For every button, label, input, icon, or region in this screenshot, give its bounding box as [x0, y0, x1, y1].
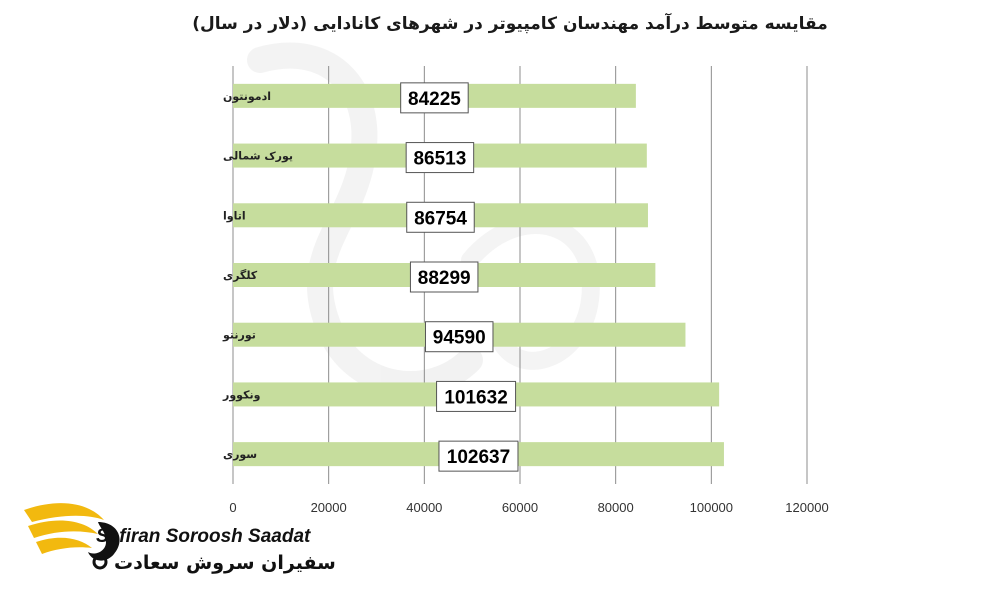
x-tick-label: 20000	[311, 500, 347, 515]
data-label-box	[400, 82, 469, 114]
data-label-box	[405, 142, 475, 174]
x-tick-label: 0	[229, 500, 236, 515]
data-label-text: 102637	[447, 447, 510, 468]
category-label: ادمونتون	[223, 90, 271, 103]
watermark-swirl	[247, 42, 600, 397]
brand-name-persian: سفیران سروش سعادت	[114, 552, 336, 574]
category-label: تورنتو	[222, 329, 256, 342]
x-tick-label: 60000	[502, 500, 538, 515]
category-label: سوری	[223, 448, 257, 461]
data-label: 84225	[400, 82, 469, 114]
data-label-box	[438, 440, 519, 472]
data-label-text: 101632	[444, 387, 507, 408]
data-label-text: 86513	[413, 149, 466, 170]
data-label-text: 84225	[408, 89, 461, 110]
data-label: 86513	[405, 142, 475, 174]
category-label: ونکوور	[222, 388, 261, 401]
category-label: کلگری	[223, 269, 258, 282]
data-label-text: 86754	[414, 208, 467, 229]
data-label-box	[406, 201, 475, 233]
x-tick-label: 40000	[406, 500, 442, 515]
data-label-text: 88299	[418, 268, 471, 289]
category-label: یورک شمالی	[223, 150, 293, 163]
data-label: 101632	[436, 380, 517, 412]
category-labels: ادمونتون یورک شمالی اتاوا کلگری تورنتو ونکوور…	[222, 90, 293, 461]
bird-logo-icon	[24, 503, 120, 570]
x-tick-labels: 0 20000 40000 60000 80000 100000 120000	[229, 500, 828, 515]
brand-logo: Safiran Soroosh Saadat سفیران سروش سعادت	[18, 492, 336, 592]
value-labels: 84225 86513 86754 88299 94590 101632 102637	[400, 82, 519, 472]
brand-name-latin: Safiran Soroosh Saadat	[96, 526, 311, 547]
x-tick-label: 80000	[598, 500, 634, 515]
data-label-box	[409, 261, 479, 293]
data-label-text: 94590	[433, 328, 486, 349]
data-label-box	[436, 380, 517, 412]
data-label: 86754	[406, 201, 475, 233]
category-label: اتاوا	[223, 209, 246, 222]
x-tick-label: 120000	[785, 500, 828, 515]
data-label: 94590	[424, 321, 494, 353]
x-tick-label: 100000	[690, 500, 733, 515]
chart-title: مقایسه متوسط درآمد مهندسان کامپیوتر در ش…	[192, 14, 828, 34]
data-label-box	[424, 321, 494, 353]
data-label: 88299	[409, 261, 479, 293]
data-label: 102637	[438, 440, 519, 472]
